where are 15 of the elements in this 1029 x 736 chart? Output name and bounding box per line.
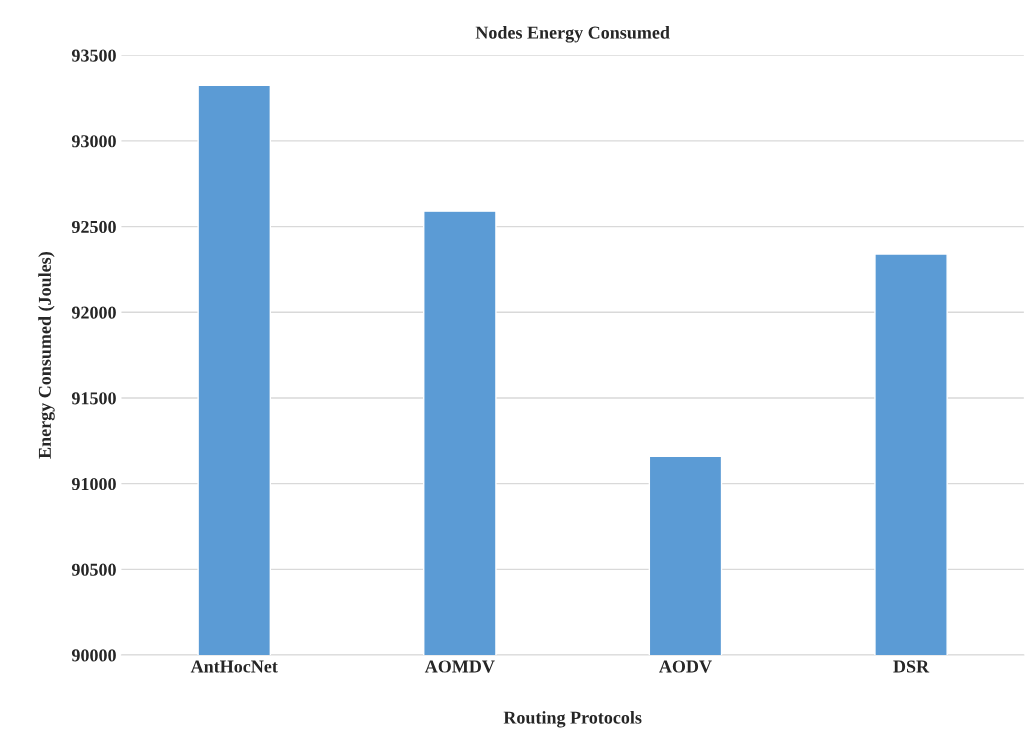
chart-title: Nodes Energy Consumed <box>475 26 670 43</box>
y-tick-label: 91500 <box>71 392 116 405</box>
x-tick-label: AODV <box>659 660 712 673</box>
y-tick-label: 93500 <box>71 49 116 62</box>
x-tick-label: AntHocNet <box>190 660 278 673</box>
x-tick-label: AOMDV <box>424 660 495 673</box>
y-tick-label: 90000 <box>71 649 116 662</box>
y-tick-label: 92000 <box>71 306 116 319</box>
x-axis-title: Routing Protocols <box>503 711 642 728</box>
y-tick-label: 93000 <box>71 135 116 148</box>
x-tick-label: DSR <box>893 660 930 673</box>
y-axis-title: Energy Consumed (Joules) <box>38 252 55 459</box>
y-tick-label: 91000 <box>71 477 116 491</box>
y-tick-label: 92500 <box>71 220 116 234</box>
y-tick-label: 90500 <box>71 563 116 576</box>
